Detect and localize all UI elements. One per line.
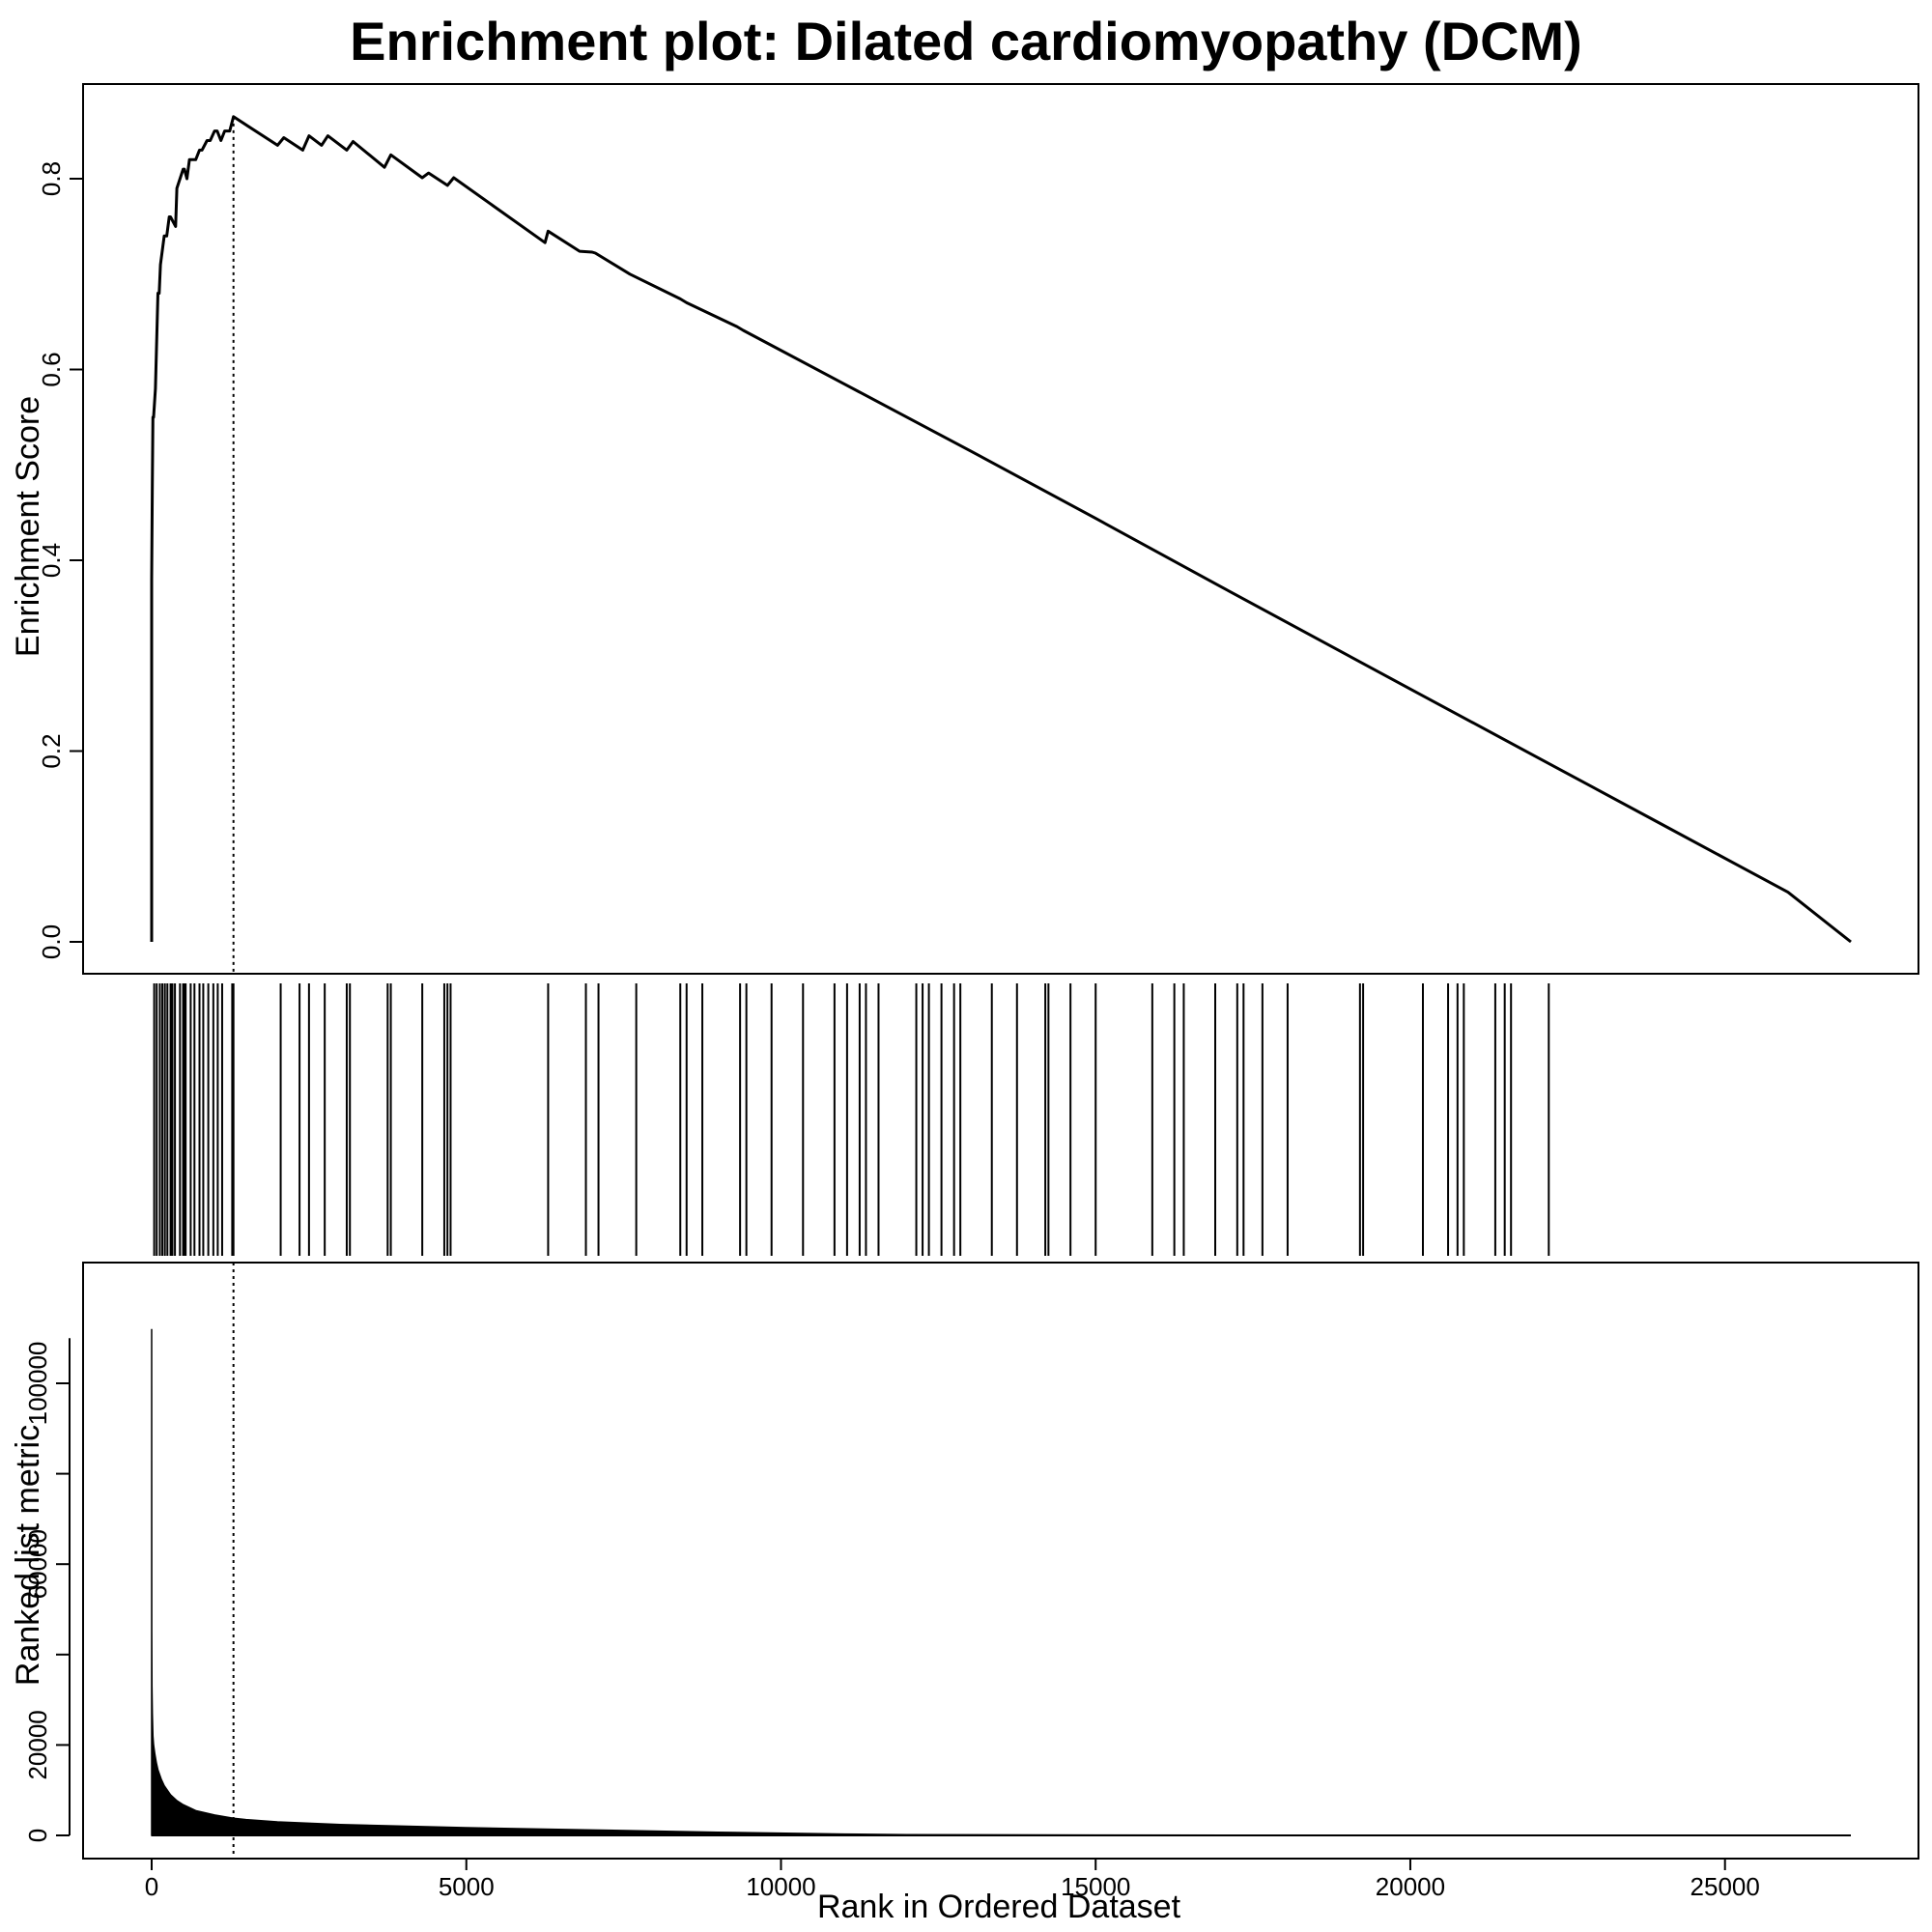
enrichment-y-tick-label: 0.2 [37, 733, 66, 768]
x-tick-label: 15000 [1061, 1872, 1130, 1901]
metric-y-tick-label: 0 [23, 1829, 52, 1842]
enrichment-y-tick-label: 0.0 [37, 924, 66, 959]
x-tick-label: 20000 [1376, 1872, 1445, 1901]
enrichment-y-tick-label: 0.4 [37, 543, 66, 578]
x-tick-label: 0 [145, 1872, 158, 1901]
metric-y-tick-label: 60000 [23, 1529, 52, 1599]
metric-y-tick-label: 20000 [23, 1710, 52, 1779]
enrichment-panel: 0.0 0.2 0.4 0.6 0.8 [37, 83, 1919, 975]
enrichment-score-line [150, 115, 1852, 944]
x-tick-label: 10000 [746, 1872, 815, 1901]
ranked-metric-area [151, 1328, 1852, 1836]
metric-y-tick-label: 100000 [23, 1342, 52, 1426]
x-tick-label: 25000 [1690, 1872, 1760, 1901]
metric-frame [82, 1262, 1919, 1860]
x-axis-label: Rank in Ordered Dataset [817, 1889, 1181, 1925]
enrichment-frame [82, 83, 1919, 975]
chart-title: Enrichment plot: Dilated cardiomyopathy … [350, 11, 1582, 71]
ranked-metric-panel: 0 20000 60000 100000 0 5000 10000 15000 20000 250… [23, 1262, 1919, 1901]
hit-barcode-panel [153, 983, 1550, 1256]
enrichment-y-tick-label: 0.8 [37, 161, 66, 196]
metric-y-axis-label: Ranked list metric [10, 1425, 46, 1686]
x-tick-label: 5000 [439, 1872, 495, 1901]
enrichment-y-axis-label: Enrichment Score [10, 396, 46, 657]
enrichment-y-tick-label: 0.6 [37, 352, 66, 386]
